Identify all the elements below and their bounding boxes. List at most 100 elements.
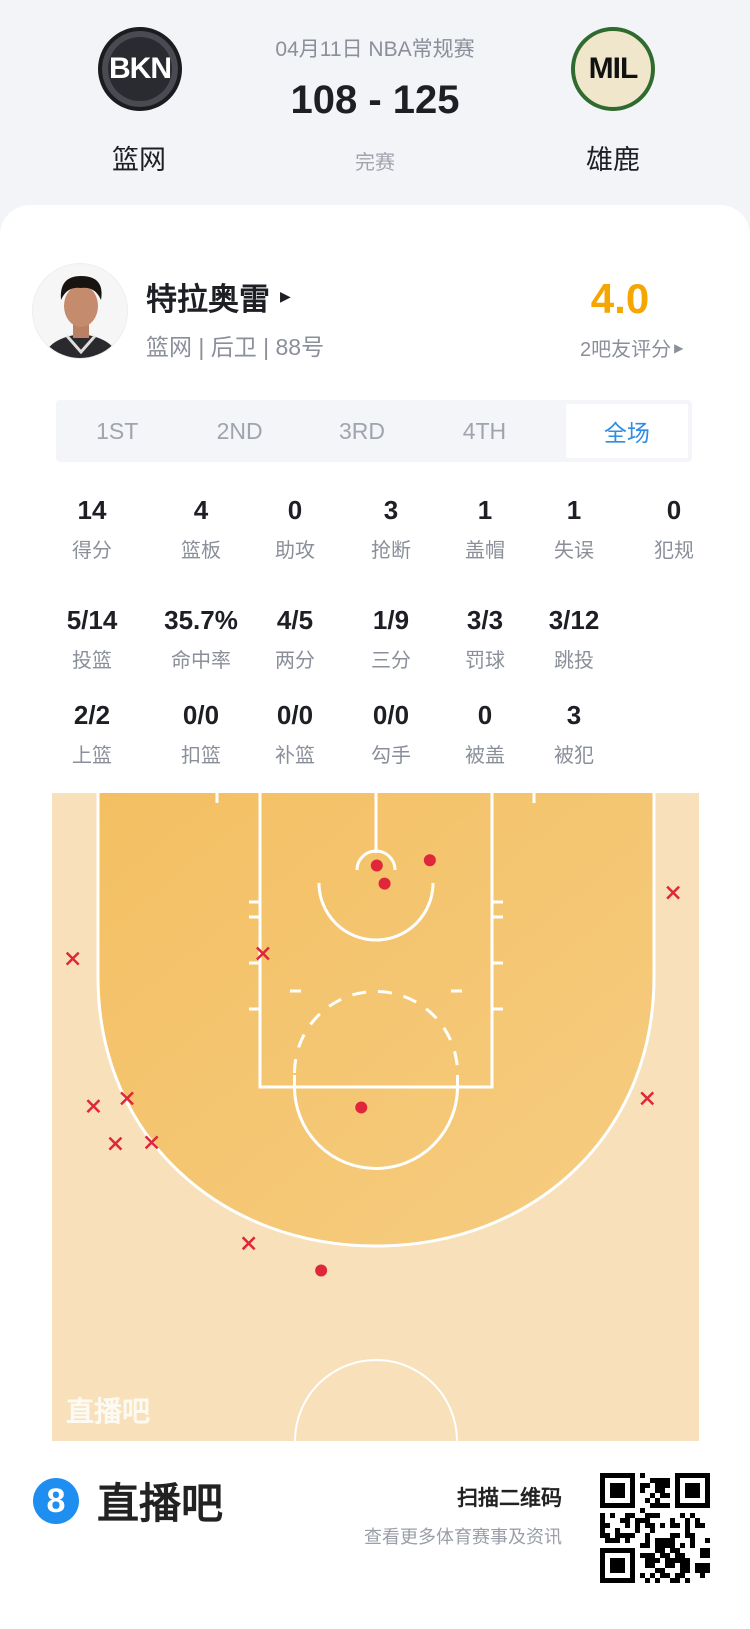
stat-value: 0 xyxy=(477,700,493,730)
stat-item: 4 篮板 xyxy=(146,495,256,563)
tab-4th[interactable]: 4TH xyxy=(462,417,507,444)
stat-item: 4/5 两分 xyxy=(240,605,350,673)
tab-1st[interactable]: 1ST xyxy=(96,417,139,444)
tab-3rd[interactable]: 3RD xyxy=(339,417,386,444)
missed-shot-marker xyxy=(120,1091,134,1106)
three-point-line xyxy=(96,793,656,1248)
player-name-link[interactable]: 特拉奥雷 ▶ xyxy=(146,274,291,319)
missed-shot-marker xyxy=(640,1091,655,1106)
match-score: 108 - 125 xyxy=(290,78,460,122)
made-shot-marker xyxy=(370,859,383,872)
stat-value: 14 xyxy=(77,495,107,525)
missed-shot-marker xyxy=(666,885,681,900)
player-photo-icon xyxy=(43,276,119,358)
hoop xyxy=(355,849,397,871)
stat-label: 被犯 xyxy=(554,745,594,767)
missed-shot-marker xyxy=(144,1135,159,1150)
caret-right-icon: ▶ xyxy=(674,340,684,355)
free-throw-circle-upper xyxy=(293,990,459,1074)
player-rating: 4.0 xyxy=(590,275,650,322)
made-shot-marker xyxy=(315,1264,328,1277)
qr-title: 扫描二维码 xyxy=(457,1487,562,1510)
stat-value: 0/0 xyxy=(182,700,220,730)
rating-link[interactable]: 2吧友评分 ▶ xyxy=(580,339,684,361)
stat-value: 0 xyxy=(666,495,682,525)
stat-item: 1 失误 xyxy=(519,495,629,563)
period-tabs: 1ST 2ND 3RD 4TH 全场 xyxy=(56,400,692,462)
stat-label: 抢断 xyxy=(371,540,411,562)
tab-full-game[interactable]: 全场 xyxy=(565,404,689,458)
stat-value: 4/5 xyxy=(276,605,314,635)
stat-value: 0/0 xyxy=(276,700,314,730)
home-team-logo[interactable]: BKN xyxy=(98,27,182,111)
qr-code[interactable] xyxy=(600,1473,710,1588)
stat-item: 35.7% 命中率 xyxy=(146,605,256,673)
player-avatar[interactable] xyxy=(32,263,128,359)
stat-item: 3 被犯 xyxy=(519,700,629,768)
court-lines xyxy=(96,789,656,1523)
home-team-name: 篮网 xyxy=(112,145,166,175)
restricted-area xyxy=(317,882,435,942)
stat-value: 35.7% xyxy=(164,605,238,635)
away-team-logo[interactable]: MIL xyxy=(571,27,655,111)
stat-item: 3/12 跳投 xyxy=(519,605,629,673)
stat-item: 5/14 投篮 xyxy=(37,605,147,673)
stat-item: 0/0 扣篮 xyxy=(146,700,256,768)
stat-value: 4 xyxy=(193,495,209,525)
stat-label: 命中率 xyxy=(171,650,231,672)
qr-code-icon xyxy=(600,1473,710,1583)
brand-name: 直播吧 xyxy=(97,1480,224,1527)
missed-shot-marker xyxy=(86,1099,101,1114)
stat-item: 1 盖帽 xyxy=(430,495,540,563)
made-shot-marker xyxy=(378,877,391,890)
stat-value: 3/12 xyxy=(548,605,600,635)
stat-value: 3/3 xyxy=(466,605,504,635)
stat-label: 犯规 xyxy=(654,540,694,562)
stat-label: 补篮 xyxy=(275,745,315,767)
missed-shot-marker xyxy=(256,946,270,961)
court-watermark: 直播吧 xyxy=(66,1396,150,1427)
stat-item: 1/9 三分 xyxy=(336,605,446,673)
missed-shot-marker xyxy=(65,951,80,966)
brand-logo-icon: 8 xyxy=(33,1478,79,1524)
stat-item: 2/2 上篮 xyxy=(37,700,147,768)
stat-item: 0 助攻 xyxy=(240,495,350,563)
stat-item: 0/0 勾手 xyxy=(336,700,446,768)
stat-item: 0 被盖 xyxy=(430,700,540,768)
free-throw-circle-lower xyxy=(293,1075,459,1170)
stat-value: 1/9 xyxy=(372,605,410,635)
stat-item: 14 得分 xyxy=(37,495,147,563)
missed-shot-marker xyxy=(108,1136,123,1151)
stat-value: 3 xyxy=(566,700,582,730)
stat-value: 2/2 xyxy=(73,700,111,730)
stat-label: 助攻 xyxy=(275,540,315,562)
caret-right-icon: ▶ xyxy=(280,288,291,304)
stat-item: 3/3 罚球 xyxy=(430,605,540,673)
stat-label: 上篮 xyxy=(72,745,112,767)
stat-value: 0/0 xyxy=(372,700,410,730)
tab-2nd[interactable]: 2ND xyxy=(216,417,263,444)
stat-label: 得分 xyxy=(72,540,112,562)
match-status: 完赛 xyxy=(355,152,395,174)
stat-value: 3 xyxy=(383,495,399,525)
stat-label: 扣篮 xyxy=(181,745,221,767)
stat-label: 罚球 xyxy=(465,650,505,672)
stat-label: 两分 xyxy=(275,650,315,672)
player-info: 篮网 | 后卫 | 88号 xyxy=(146,334,325,360)
away-team-name: 雄鹿 xyxy=(586,145,640,175)
stat-value: 0 xyxy=(287,495,303,525)
made-shot-marker xyxy=(355,1101,368,1114)
stat-label: 盖帽 xyxy=(465,540,505,562)
stat-label: 勾手 xyxy=(371,745,411,767)
qr-subtitle: 查看更多体育赛事及资讯 xyxy=(364,1527,562,1547)
stat-label: 投篮 xyxy=(72,650,112,672)
stat-label: 失误 xyxy=(554,540,594,562)
stat-value: 5/14 xyxy=(66,605,118,635)
stat-item: 0/0 补篮 xyxy=(240,700,350,768)
stat-value: 1 xyxy=(566,495,582,525)
stat-value: 1 xyxy=(477,495,493,525)
stat-label: 三分 xyxy=(371,650,411,672)
missed-shot-marker xyxy=(241,1236,256,1251)
match-date-league: 04月11日 NBA常规赛 xyxy=(275,38,475,61)
stat-item: 3 抢断 xyxy=(336,495,446,563)
